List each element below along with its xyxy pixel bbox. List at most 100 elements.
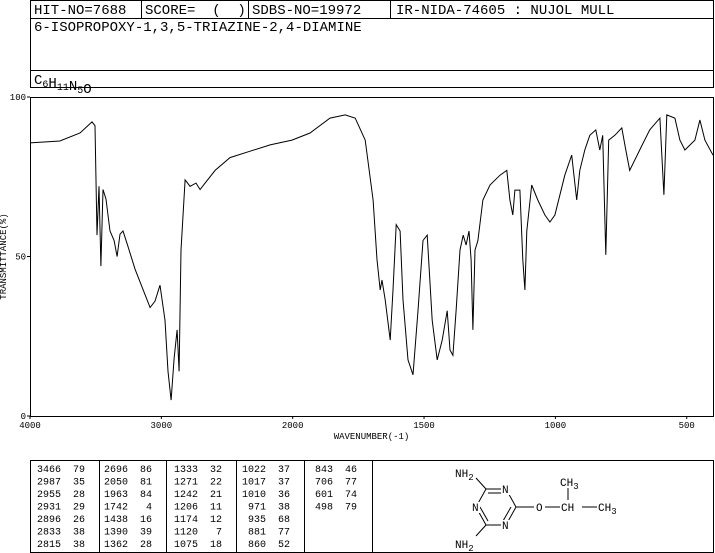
atom-mask bbox=[454, 539, 463, 550]
atom-subscript: 3 bbox=[573, 482, 578, 492]
atom-label: N bbox=[502, 521, 509, 533]
peak-transmittance: 79 bbox=[73, 465, 85, 476]
peak-wavenumber: 1333 bbox=[174, 465, 198, 476]
atom-mask bbox=[535, 502, 544, 513]
peak-transmittance: 37 bbox=[278, 465, 290, 476]
peak-wavenumber: 1010 bbox=[242, 490, 266, 501]
y-axis-label: TRANSMITTANCE(%) bbox=[0, 213, 9, 299]
peak-transmittance: 4 bbox=[146, 503, 152, 514]
x-tick-label: 500 bbox=[679, 421, 695, 431]
peak-transmittance: 37 bbox=[278, 478, 290, 489]
atom-symbol: CH bbox=[561, 503, 574, 515]
peak-wavenumber: 2987 bbox=[37, 478, 61, 489]
atom-symbol: NH bbox=[455, 469, 468, 481]
x-tick-label: 2000 bbox=[282, 421, 304, 431]
atom-symbol: CH bbox=[560, 478, 573, 490]
atom-symbol: N bbox=[472, 503, 479, 515]
atom-subscript: 3 bbox=[611, 507, 616, 517]
peak-transmittance: 26 bbox=[73, 515, 85, 526]
sdbs-number: SDBS-NO=19972 bbox=[252, 3, 361, 19]
atom-mask bbox=[471, 502, 480, 513]
peak-wavenumber: 1742 bbox=[104, 503, 128, 514]
peak-wavenumber: 2955 bbox=[37, 490, 61, 501]
peak-wavenumber: 1362 bbox=[104, 540, 128, 551]
peak-wavenumber: 935 bbox=[248, 515, 266, 526]
atom-label: CH bbox=[561, 503, 574, 515]
peak-wavenumber: 498 bbox=[315, 503, 333, 514]
atom-symbol: N bbox=[502, 521, 509, 533]
atom-label: N bbox=[502, 485, 509, 497]
peak-wavenumber: 1390 bbox=[104, 528, 128, 539]
x-tick-label: 3000 bbox=[151, 421, 173, 431]
atom-mask bbox=[559, 477, 568, 488]
peak-transmittance: 32 bbox=[210, 465, 222, 476]
atom-mask bbox=[501, 520, 510, 531]
atom-mask bbox=[560, 502, 569, 513]
peak-wavenumber: 2050 bbox=[104, 478, 128, 489]
hit-number: HIT-NO=7688 bbox=[34, 3, 126, 19]
formula-element: N bbox=[69, 79, 77, 95]
y-tick-label: 50 bbox=[15, 253, 26, 263]
peak-wavenumber: 1075 bbox=[174, 540, 198, 551]
formula-element: C bbox=[34, 73, 42, 89]
peak-transmittance: 74 bbox=[345, 490, 357, 501]
peak-transmittance: 38 bbox=[73, 528, 85, 539]
peak-transmittance: 84 bbox=[140, 490, 152, 501]
compound-name: 6-ISOPROPOXY-1,3,5-TRIAZINE-2,4-DIAMINE bbox=[34, 20, 362, 36]
bond bbox=[475, 477, 487, 490]
atom-mask bbox=[597, 502, 606, 513]
peak-transmittance: 38 bbox=[278, 503, 290, 514]
peak-wavenumber: 3466 bbox=[37, 465, 61, 476]
x-tick-label: 4000 bbox=[19, 421, 41, 431]
peak-transmittance: 81 bbox=[140, 478, 152, 489]
formula: C6H11N5O bbox=[34, 73, 92, 98]
peak-wavenumber: 1120 bbox=[174, 528, 198, 539]
peak-wavenumber: 2931 bbox=[37, 503, 61, 514]
peak-transmittance: 38 bbox=[73, 540, 85, 551]
peak-wavenumber: 2896 bbox=[37, 515, 61, 526]
ir-code: IR-NIDA-74605 : NUJOL MULL bbox=[396, 3, 614, 19]
peak-transmittance: 22 bbox=[210, 478, 222, 489]
formula-subscript: 6 bbox=[42, 80, 48, 91]
x-axis-label: WAVENUMBER(-1) bbox=[334, 432, 410, 442]
atom-subscript: 2 bbox=[468, 544, 473, 553]
peak-wavenumber: 971 bbox=[248, 503, 266, 514]
peak-wavenumber: 706 bbox=[315, 478, 333, 489]
atom-mask bbox=[501, 484, 510, 495]
y-tick-label: 0 bbox=[21, 412, 26, 422]
peak-transmittance: 12 bbox=[210, 515, 222, 526]
peak-transmittance: 46 bbox=[345, 465, 357, 476]
peak-wavenumber: 2833 bbox=[37, 528, 61, 539]
peak-transmittance: 86 bbox=[140, 465, 152, 476]
formula-subscript: 11 bbox=[57, 83, 69, 94]
atom-subscript: 2 bbox=[468, 473, 473, 483]
peak-wavenumber: 1017 bbox=[242, 478, 266, 489]
score: SCORE= ( ) bbox=[145, 3, 246, 19]
peak-transmittance: 52 bbox=[278, 540, 290, 551]
peak-transmittance: 21 bbox=[210, 490, 222, 501]
atom-mask bbox=[454, 468, 463, 479]
atom-label: O bbox=[536, 503, 543, 515]
atom-label: N bbox=[472, 503, 479, 515]
peak-transmittance: 36 bbox=[278, 490, 290, 501]
plot-frame bbox=[30, 97, 714, 417]
peak-wavenumber: 1174 bbox=[174, 515, 198, 526]
atom-label: CH3 bbox=[560, 478, 579, 492]
atom-symbol: O bbox=[536, 503, 543, 515]
peak-transmittance: 16 bbox=[140, 515, 152, 526]
peak-transmittance: 39 bbox=[140, 528, 152, 539]
peak-transmittance: 28 bbox=[73, 490, 85, 501]
peak-transmittance: 7 bbox=[216, 528, 222, 539]
peak-transmittance: 11 bbox=[210, 503, 222, 514]
formula-element: H bbox=[48, 76, 56, 92]
peak-wavenumber: 2815 bbox=[37, 540, 61, 551]
bond bbox=[479, 506, 489, 522]
peak-wavenumber: 860 bbox=[248, 540, 266, 551]
header-box bbox=[30, 0, 714, 88]
bond bbox=[502, 506, 512, 522]
peak-wavenumber: 1022 bbox=[242, 465, 266, 476]
peak-transmittance: 28 bbox=[140, 540, 152, 551]
atom-label: NH2 bbox=[455, 540, 474, 553]
